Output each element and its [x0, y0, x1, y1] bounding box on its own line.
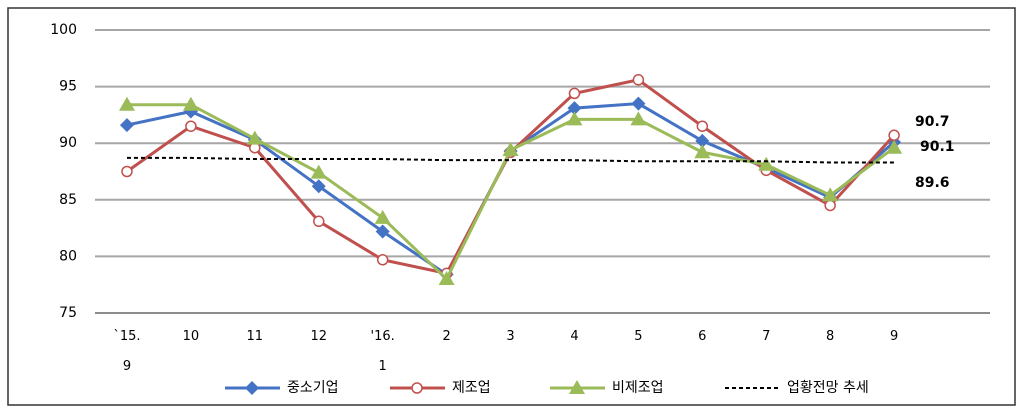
x-tick-label: 6 [698, 329, 707, 344]
point-marker [310, 164, 327, 179]
y-tick-label: 80 [59, 248, 77, 264]
point-marker [438, 271, 455, 286]
point-marker [246, 130, 263, 145]
frame [7, 7, 1016, 406]
x-tick-label: 11 [246, 329, 264, 344]
y-tick-label: 85 [59, 192, 77, 208]
point-marker [375, 224, 390, 239]
series-line [126, 103, 896, 282]
point-marker [566, 111, 583, 126]
point-marker [632, 74, 645, 86]
y-tick-label: 95 [59, 79, 77, 95]
point-marker [822, 187, 839, 202]
legend-marker [411, 382, 423, 394]
series-line [126, 102, 896, 277]
legend-marker [245, 381, 259, 395]
x-tick-label: 12 [310, 329, 328, 344]
point-marker [695, 133, 710, 148]
point-marker [568, 87, 581, 100]
x-tick-label: 4 [570, 329, 579, 344]
x-tick-label: 7 [762, 329, 771, 344]
x-tick-label: 2 [442, 329, 451, 344]
point-marker [376, 254, 389, 266]
x-tick-label: 3 [506, 329, 515, 344]
point-marker [696, 120, 709, 132]
series-line [126, 78, 896, 276]
point-marker [313, 215, 325, 228]
point-marker [630, 111, 647, 126]
x-tick-label: `15. 9 [113, 329, 141, 374]
legend-label: 업황전망 추세 [787, 380, 869, 396]
x-tick-label: 10 [182, 329, 200, 344]
point-marker [886, 139, 903, 154]
x-tick-label: 5 [634, 329, 643, 344]
point-marker [631, 96, 646, 111]
y-tick-label: 100 [50, 22, 77, 38]
x-tick-label: 8 [826, 329, 835, 344]
point-marker [502, 141, 519, 156]
legend-marker [569, 380, 585, 394]
point-marker [758, 156, 775, 171]
annotation: 90.1 [920, 139, 955, 155]
point-marker [119, 118, 134, 133]
annotation: 89.6 [915, 175, 950, 191]
legend-label: 제조업 [452, 380, 491, 396]
point-marker [694, 144, 711, 159]
point-marker [567, 101, 582, 116]
annotation: 90.7 [915, 114, 950, 130]
point-marker [185, 120, 197, 132]
point-marker [374, 209, 391, 224]
y-tick-label: 75 [59, 305, 77, 321]
x-tick-label: 9 [889, 329, 899, 344]
x-tick-label: '16. 1 [370, 329, 395, 374]
point-marker [888, 129, 900, 142]
legend-label: 비제조업 [612, 380, 664, 396]
y-tick-label: 90 [59, 135, 77, 151]
point-marker [311, 179, 326, 194]
point-marker [118, 96, 135, 111]
legend-label: 중소기업 [287, 380, 339, 396]
series-line [126, 156, 895, 164]
point-marker [824, 199, 836, 212]
point-marker [182, 96, 199, 111]
point-marker [121, 165, 133, 178]
